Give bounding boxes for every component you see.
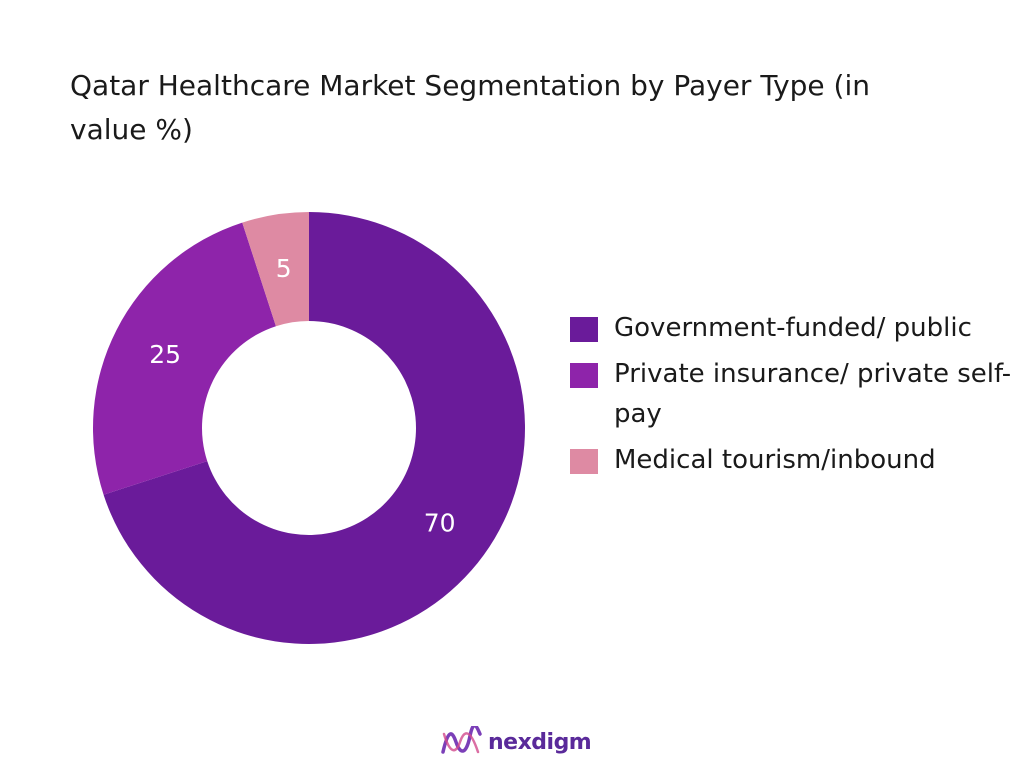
donut-slice-labels: 70 25 5 [149,254,455,537]
legend-item-government[interactable]: Government-funded/ public [570,308,1020,348]
slice-label-private: 25 [149,340,181,369]
donut-slices [92,212,526,644]
slice-medical-tourism[interactable] [242,212,309,327]
slice-private[interactable] [92,222,276,495]
legend-label-government: Government-funded/ public [614,313,972,343]
legend-swatch-government [570,317,598,342]
legend-label-private: Private insurance/ private self-pay [614,359,1012,429]
brand-logo: nexdigm [440,722,592,762]
legend-label-medical-tourism: Medical tourism/inbound [614,445,936,475]
slice-label-government: 70 [424,508,456,537]
nexdigm-logo-icon [441,726,482,754]
brand-name: nexdigm [488,729,592,755]
legend-swatch-private [570,363,598,388]
chart-title: Qatar Healthcare Market Segmentation by … [70,69,871,146]
legend-item-medical-tourism[interactable]: Medical tourism/inbound [570,440,1020,480]
legend-swatch-medical-tourism [570,449,598,474]
slice-label-medical-tourism: 5 [276,254,292,283]
legend-item-private[interactable]: Private insurance/ private self-pay [570,354,1020,434]
chart-legend: Government-funded/ public Private insura… [570,308,1020,486]
slice-government[interactable] [103,212,526,644]
